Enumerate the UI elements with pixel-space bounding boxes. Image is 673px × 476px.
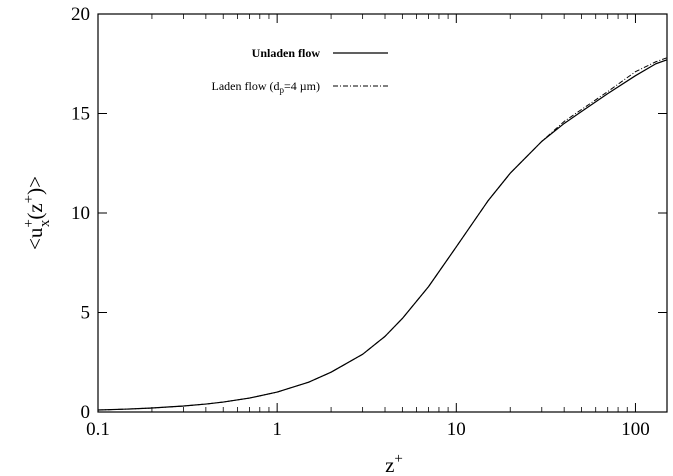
y-axis-label-mid: (z [23,203,47,219]
x-axis-label: z+ [385,451,403,476]
y-axis-label-sup1: + [21,219,37,227]
legend: Unladen flow Laden flow (dp=4 µm) [212,46,388,95]
y-axis-label-sup2: + [21,195,37,203]
y-tick-label: 10 [71,203,90,224]
y-axis-label: <u+x(z+)> [21,176,53,250]
x-axis-label-main: z [385,453,394,476]
legend-label-unladen: Unladen flow [252,46,321,60]
y-tick-label: 0 [81,402,91,423]
legend-label-laden: Laden flow (dp=4 µm) [212,79,321,95]
series-layer [97,57,668,411]
x-tick-label: 1 [272,419,282,440]
y-tick-label: 5 [81,303,91,324]
y-tick-label: 20 [71,4,90,25]
x-tick-label: 100 [621,419,650,440]
y-axis-label-pre: <u [23,227,47,250]
y-axis-label-post: )> [23,176,47,195]
y-tick-label: 15 [71,104,90,125]
plot-frame [97,13,668,413]
y-axis-label-sub: x [37,219,53,227]
ticks-layer: 0 5 10 15 20 0.1 1 10 100 [71,4,667,440]
x-axis-label-sup: + [394,451,402,467]
legend-label-laden-pre: Laden flow (d [212,79,280,93]
series-line-laden [97,57,668,411]
x-tick-label: 10 [447,419,466,440]
legend-label-laden-sub: p [279,85,284,95]
legend-label-laden-post: =4 µm) [284,79,320,93]
x-tick-label: 0.1 [86,419,110,440]
series-line-unladen [97,59,668,411]
